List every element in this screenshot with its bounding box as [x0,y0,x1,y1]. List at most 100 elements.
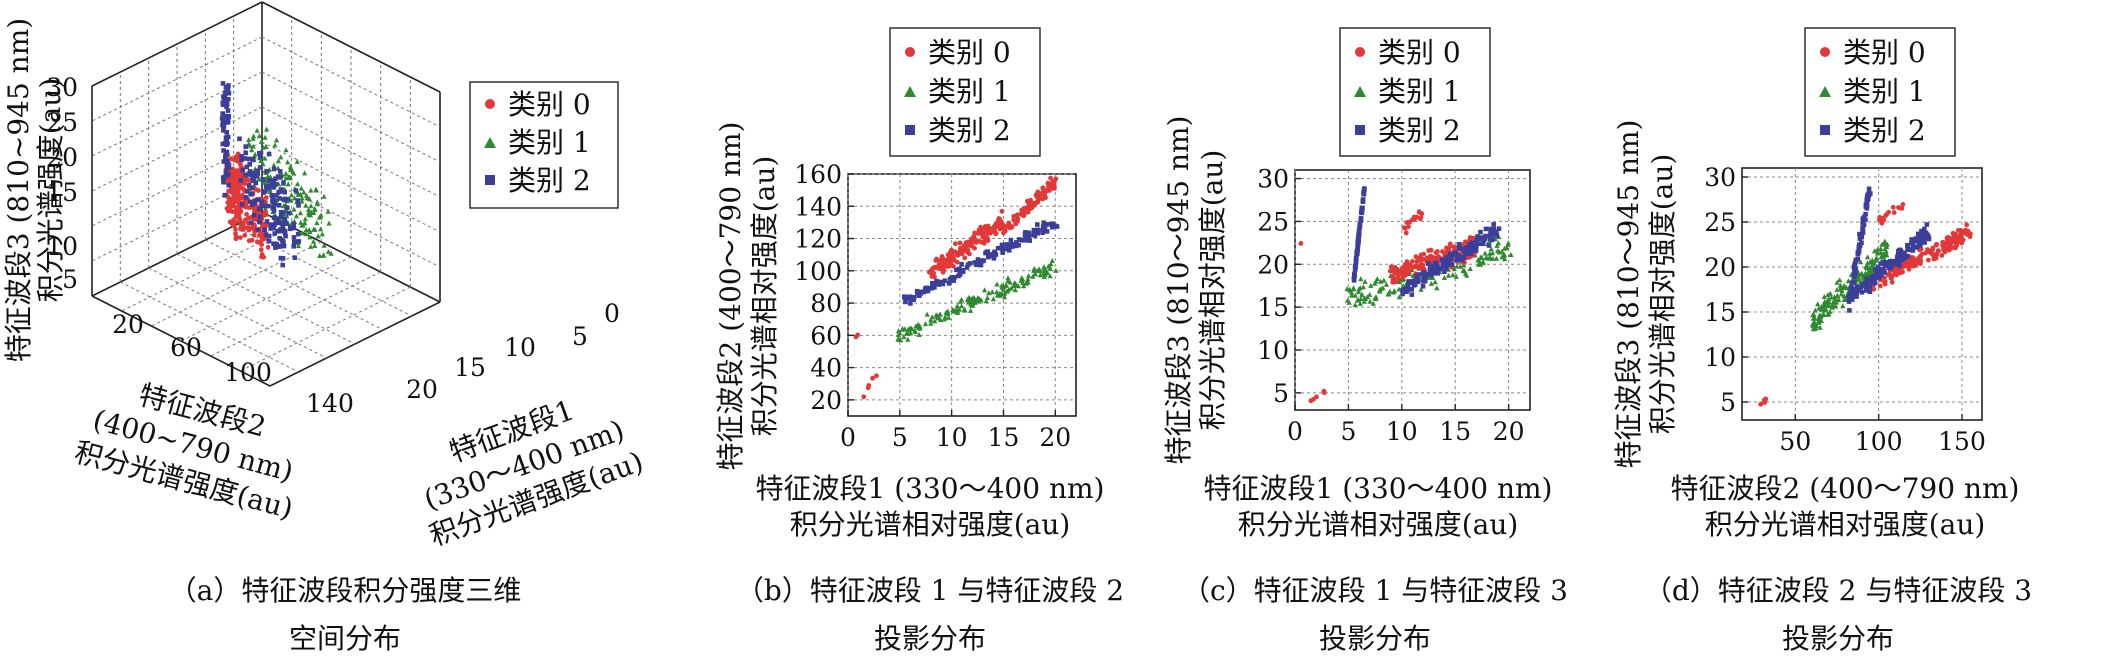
b-point-class-0 [1047,185,1053,191]
c-point-class-2 [1490,226,1496,232]
d-point-class-1 [1855,275,1861,281]
b-point-class-1 [989,289,995,295]
d-point-class-2 [1915,231,1921,237]
b-point-class-0 [1015,216,1021,222]
a-point-class-2 [271,225,276,231]
d-data-points [1758,186,1973,407]
a-point-class-2 [278,214,284,219]
c-point-class-2 [1422,278,1428,284]
d-point-class-2 [1914,244,1920,250]
a-point-class-0 [231,173,237,178]
c-point-class-2 [1465,249,1470,255]
d-point-class-2 [1864,276,1870,281]
b-point-class-2 [960,268,966,273]
a-point-class-2 [281,211,286,216]
c-point-class-0 [1433,250,1439,256]
a-point-class-1 [317,253,323,258]
a-point-class-2 [280,223,286,229]
a-point-class-1 [298,185,304,191]
a-point-class-0 [237,172,243,177]
d-point-class-2 [1854,287,1860,292]
c-point-class-2 [1359,208,1365,214]
a-point-class-2 [220,141,226,147]
b-point-class-2 [1035,231,1040,236]
a-point-class-2 [249,185,255,190]
c-point-class-0 [1417,216,1423,222]
d-point-class-0 [1941,247,1946,252]
a-point-class-2 [281,197,287,203]
d-point-class-1 [1840,303,1846,309]
d-point-class-2 [1895,257,1901,263]
a-point-class-2 [246,156,252,162]
a-point-class-1 [285,181,291,187]
b-point-class-1 [1040,270,1046,276]
d-point-class-2 [1864,206,1870,211]
a-point-class-2 [271,215,277,220]
d-point-class-0 [1884,212,1890,217]
a-point-class-2 [246,183,252,188]
b-point-class-1 [905,336,911,342]
a-point-class-2 [221,179,226,185]
a-point-class-2 [275,216,280,221]
a-point-class-0 [233,236,239,242]
b-legend-marker-1 [904,86,916,97]
d-point-class-1 [1868,267,1874,273]
c-point-class-0 [1298,241,1304,246]
d-ticks: 50 100 150 5 10 15 20 25 30 [1704,163,1986,456]
d-point-class-2 [1868,191,1873,196]
b-point-class-2 [959,262,964,267]
d-point-class-2 [1902,250,1907,256]
a-point-class-0 [238,162,243,168]
c-y-axis-label: 积分光谱相对强度(au) [1196,150,1229,431]
a-point-class-1 [256,133,262,139]
d-point-class-2 [1873,273,1879,279]
b-point-class-1 [909,326,915,332]
b-point-class-2 [954,267,959,273]
a-point-class-2 [245,189,250,194]
a-point-class-2 [273,176,278,181]
a-point-class-2 [221,124,227,129]
a-point-class-1 [299,195,305,201]
b-point-class-2 [936,281,942,286]
a-grid-line [240,286,411,372]
b-point-class-2 [1041,220,1046,225]
d-point-class-0 [1919,251,1925,257]
d-point-class-1 [1829,303,1836,309]
a-point-class-2 [250,171,256,176]
c-point-class-0 [1411,214,1417,220]
a-point-class-2 [242,156,248,161]
b-point-class-2 [984,249,989,255]
c-point-class-2 [1477,241,1483,246]
d-point-class-2 [1919,237,1925,242]
a-point-class-2 [257,214,263,220]
d-point-class-2 [1926,236,1932,242]
a-point-class-1 [299,230,305,236]
d-point-class-2 [1899,257,1905,263]
c-point-class-2 [1483,226,1489,232]
a-y-tick: 100 [224,358,272,387]
d-point-class-2 [1865,284,1871,290]
b-y-tick-label: 120 [794,225,842,254]
a-point-class-1 [308,187,314,193]
b-point-class-2 [1031,232,1036,238]
d-point-class-0 [1871,286,1877,292]
d-point-class-1 [1884,252,1890,258]
d-point-class-2 [1863,217,1868,223]
a-point-class-2 [223,140,228,146]
c-legend-marker-2 [1355,125,1365,135]
b-point-class-2 [1023,237,1029,242]
b-x-tick-label: 10 [936,423,968,452]
c-y-tick-label: 20 [1257,250,1289,279]
a-point-class-1 [307,234,313,240]
b-point-class-2 [977,259,983,265]
b-data-points [853,175,1060,400]
c-point-class-2 [1422,270,1427,275]
d-point-class-2 [1910,245,1916,250]
b-point-class-1 [984,295,990,300]
c-point-class-1 [1350,285,1357,291]
c-y-axis-label: 特征波段3 (810～945 nm) [1162,116,1195,465]
c-point-class-1 [1434,285,1440,291]
b-point-class-0 [967,251,972,257]
a-legend: 类别 0 类别 1 类别 2 [469,81,619,209]
a-point-class-0 [246,238,252,244]
